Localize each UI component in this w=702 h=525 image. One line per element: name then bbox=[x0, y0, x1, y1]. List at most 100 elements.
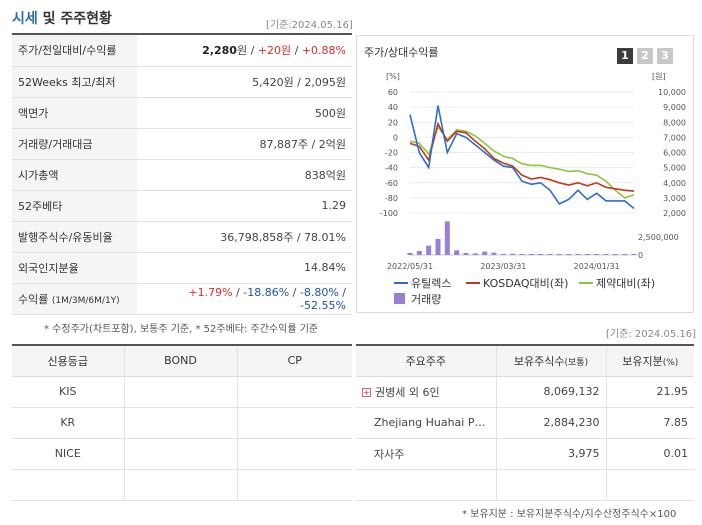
legend-main: 유틸렉스 bbox=[411, 277, 451, 290]
right-tick-label: 10,000 bbox=[658, 88, 686, 97]
section-title: 시세 및 주주현황 bbox=[12, 11, 112, 27]
table-row: KIS bbox=[12, 376, 352, 408]
volume-bar bbox=[444, 221, 450, 255]
volume-bar bbox=[482, 251, 488, 255]
volume-bar bbox=[538, 254, 544, 255]
col-header: 보유지분(%) bbox=[606, 345, 694, 377]
volume-bar bbox=[547, 254, 553, 255]
table-row: KR bbox=[12, 407, 352, 439]
x-tick-label: 2022/05/31 bbox=[387, 262, 433, 271]
row-value: 2,280원 / +20원 / +0.88% bbox=[137, 35, 352, 67]
row-label: 52주베타 bbox=[12, 190, 137, 222]
chart-tab-3[interactable]: 3 bbox=[657, 48, 673, 64]
col-header: BOND bbox=[124, 345, 238, 377]
row-value: 87,887주 / 2억원 bbox=[137, 128, 352, 160]
left-tick-label: 60 bbox=[388, 88, 398, 97]
table-row: 수익률 (1M/3M/6M/1Y) +1.79% / -18.86% / -8.… bbox=[12, 283, 352, 315]
holder-name: Zhejiang Huahai Phar… bbox=[356, 407, 497, 439]
left-tick-label: 0 bbox=[393, 133, 398, 142]
left-tick-label: -100 bbox=[380, 209, 398, 218]
volume-bar bbox=[631, 254, 637, 255]
volume-bar bbox=[407, 252, 413, 255]
major-holders-table: 주요주주 보유주식수(보통) 보유지분(%) + 권병세 외 6인 8,069,1… bbox=[356, 344, 694, 501]
left-unit: [%] bbox=[386, 72, 400, 81]
series-line-1 bbox=[409, 121, 635, 192]
volume-bar bbox=[416, 250, 422, 255]
price-info-table: 주가/전일대비/수익률 2,280원 / +20원 / +0.88% 52Wee… bbox=[12, 35, 352, 315]
table-row: Zhejiang Huahai Phar… 2,884,230 7.85 bbox=[356, 407, 694, 439]
right-tick-label: 7,000 bbox=[663, 133, 686, 142]
volume-tick-top: 2,500,000 bbox=[638, 233, 679, 242]
table-row: NICE bbox=[12, 438, 352, 470]
left-tick-label: 40 bbox=[388, 103, 398, 112]
holder-name: 자사주 bbox=[356, 438, 497, 470]
series-line-0 bbox=[409, 105, 635, 210]
volume-bar bbox=[528, 254, 534, 255]
volume-bar bbox=[519, 254, 525, 255]
table-row: 주가/전일대비/수익률 2,280원 / +20원 / +0.88% bbox=[12, 35, 352, 67]
right-tick-label: 2,000 bbox=[663, 209, 686, 218]
table-header: 신용등급 BOND CP bbox=[12, 345, 352, 377]
volume-bar bbox=[566, 254, 572, 255]
row-value: 5,420원 / 2,095원 bbox=[137, 66, 352, 98]
table-row: 시가총액 838억원 bbox=[12, 159, 352, 191]
row-label: 주가/전일대비/수익률 bbox=[12, 35, 137, 67]
table-row: + 권병세 외 6인 8,069,132 21.95 bbox=[356, 376, 694, 408]
table-row: 자사주 3,975 0.01 bbox=[356, 438, 694, 470]
x-tick-label: 2024/01/31 bbox=[574, 262, 620, 271]
left-tick-label: 20 bbox=[388, 118, 398, 127]
footnote: * 보유지분 : 보유지분주식수/지수산정주식수×100 bbox=[462, 509, 677, 520]
table-row bbox=[356, 469, 694, 501]
volume-bar bbox=[603, 254, 609, 255]
row-label: 수익률 (1M/3M/6M/1Y) bbox=[12, 283, 137, 315]
table-row: 거래량/거래대금 87,887주 / 2억원 bbox=[12, 128, 352, 160]
chart-tab-2[interactable]: 2 bbox=[637, 48, 653, 64]
row-value: 1.29 bbox=[137, 190, 352, 222]
row-value: 14.84% bbox=[137, 252, 352, 284]
volume-bar bbox=[594, 254, 600, 255]
volume-bar bbox=[435, 238, 441, 255]
chart-panel bbox=[356, 35, 694, 313]
left-tick-label: -60 bbox=[385, 179, 398, 188]
divider bbox=[12, 33, 352, 35]
volume-bar bbox=[426, 245, 432, 255]
table-row: 액면가 500원 bbox=[12, 97, 352, 129]
holders-base-date: [기준: 2024.05.16] bbox=[606, 329, 697, 340]
left-tick-label: -20 bbox=[385, 149, 398, 158]
volume-bar bbox=[575, 254, 581, 255]
legend-kosdaq: KOSDAQ대비(좌) bbox=[483, 277, 568, 290]
row-label: 52Weeks 최고/최저 bbox=[12, 66, 137, 98]
footnote: * 수정주가(차트포함), 보통주 기준, * 52주베타: 주간수익률 기준 bbox=[44, 324, 319, 335]
volume-bar bbox=[491, 252, 497, 255]
right-tick-label: 8,000 bbox=[663, 118, 686, 127]
volume-bar bbox=[622, 254, 628, 255]
credit-rating-table: 신용등급 BOND CP KIS KR NICE bbox=[12, 344, 352, 501]
legend-volume: 거래량 bbox=[411, 293, 441, 306]
row-label: 시가총액 bbox=[12, 159, 137, 191]
row-label: 액면가 bbox=[12, 97, 137, 129]
table-row bbox=[12, 469, 352, 501]
left-tick-label: -40 bbox=[385, 164, 398, 173]
row-value: +1.79% / -18.86% / -8.80% / -52.55% bbox=[137, 283, 352, 315]
volume-tick-bottom: 0 bbox=[638, 251, 643, 260]
volume-bar bbox=[556, 254, 562, 255]
legend-pharma: 제약대비(좌) bbox=[596, 276, 655, 290]
table-row: 발행주식수/유동비율 36,798,858주 / 78.01% bbox=[12, 221, 352, 253]
row-label: 외국인지분율 bbox=[12, 252, 137, 284]
table-row: 52주베타 1.29 bbox=[12, 190, 352, 222]
chart-tab-1[interactable]: 1 bbox=[617, 48, 633, 64]
right-tick-label: 6,000 bbox=[663, 149, 686, 158]
volume-bar bbox=[472, 253, 478, 255]
expand-icon[interactable]: + bbox=[362, 388, 371, 397]
chart-svg: [%] [원] 60 40 20 0 -20 -40 -60 -80 -100 10,000 9,… bbox=[380, 72, 686, 306]
col-header: 주요주주 bbox=[356, 345, 497, 377]
right-tick-label: 9,000 bbox=[663, 103, 686, 112]
right-tick-label: 3,000 bbox=[663, 194, 686, 203]
holder-name: + 권병세 외 6인 bbox=[356, 376, 497, 408]
left-tick-label: -80 bbox=[385, 194, 398, 203]
table-row: 52Weeks 최고/최저 5,420원 / 2,095원 bbox=[12, 66, 352, 98]
row-label: 거래량/거래대금 bbox=[12, 128, 137, 160]
legend-swatch-volume bbox=[394, 293, 405, 304]
row-value: 838억원 bbox=[137, 159, 352, 191]
